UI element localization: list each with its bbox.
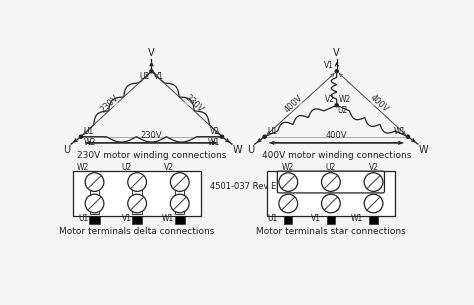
Text: W1: W1 — [162, 214, 174, 223]
Text: U: U — [63, 145, 70, 155]
Text: V2: V2 — [325, 95, 335, 104]
Text: 400V: 400V — [326, 131, 347, 140]
Circle shape — [279, 173, 298, 191]
Bar — [369, 216, 378, 224]
Circle shape — [170, 194, 189, 213]
Bar — [284, 216, 292, 224]
Text: 230V: 230V — [183, 93, 205, 115]
Bar — [90, 174, 99, 214]
Text: Motor terminals star connections: Motor terminals star connections — [256, 227, 406, 236]
Text: V: V — [333, 48, 340, 58]
Text: V1: V1 — [122, 214, 132, 223]
Circle shape — [85, 173, 104, 191]
Text: U2: U2 — [139, 72, 149, 81]
Bar — [73, 171, 201, 216]
Text: W2: W2 — [83, 138, 96, 147]
Text: 4501-037 Rev E: 4501-037 Rev E — [210, 182, 276, 191]
Text: W1: W1 — [351, 214, 364, 223]
Text: W: W — [419, 145, 428, 155]
Text: U1: U1 — [83, 127, 93, 136]
Circle shape — [321, 173, 340, 191]
Text: W2: W2 — [339, 95, 351, 104]
Circle shape — [406, 135, 410, 138]
Text: 400V: 400V — [368, 93, 390, 115]
FancyBboxPatch shape — [277, 171, 384, 193]
Text: U1: U1 — [268, 214, 278, 223]
Bar — [90, 216, 100, 224]
Circle shape — [321, 194, 340, 213]
Bar — [175, 174, 184, 214]
Text: W1: W1 — [393, 127, 406, 136]
Text: 400V: 400V — [283, 93, 305, 115]
Text: U2: U2 — [337, 106, 348, 115]
Bar — [267, 171, 395, 216]
Text: U1: U1 — [79, 214, 89, 223]
Text: 230V motor winding connections: 230V motor winding connections — [77, 151, 226, 160]
Circle shape — [263, 135, 266, 138]
Circle shape — [150, 70, 153, 73]
Text: V1: V1 — [311, 214, 321, 223]
Text: U: U — [247, 145, 254, 155]
Circle shape — [80, 135, 82, 138]
Text: U2: U2 — [121, 163, 132, 172]
Text: Motor terminals delta connections: Motor terminals delta connections — [59, 227, 215, 236]
Circle shape — [128, 173, 146, 191]
Text: V: V — [148, 48, 155, 58]
Bar — [132, 174, 142, 214]
Text: U1: U1 — [267, 127, 277, 136]
Bar — [132, 216, 142, 224]
Text: V1: V1 — [154, 72, 164, 81]
Text: V2: V2 — [368, 163, 379, 172]
Text: V2: V2 — [164, 163, 174, 172]
Circle shape — [279, 194, 298, 213]
Circle shape — [220, 135, 224, 138]
Text: W2: W2 — [77, 163, 89, 172]
Circle shape — [364, 173, 383, 191]
Text: W: W — [233, 145, 242, 155]
Circle shape — [335, 104, 338, 107]
Circle shape — [85, 194, 104, 213]
Text: U2: U2 — [326, 163, 336, 172]
Text: 230V: 230V — [98, 93, 120, 115]
Text: W2: W2 — [282, 163, 294, 172]
Circle shape — [364, 194, 383, 213]
Text: V2: V2 — [210, 127, 219, 136]
Text: W1: W1 — [208, 138, 219, 147]
Circle shape — [335, 70, 338, 73]
Bar — [327, 216, 335, 224]
Circle shape — [170, 173, 189, 191]
Text: 230V: 230V — [141, 131, 162, 140]
Circle shape — [128, 194, 146, 213]
Text: 400V motor winding connections: 400V motor winding connections — [262, 151, 411, 160]
Text: V1: V1 — [324, 61, 334, 70]
Bar — [174, 216, 185, 224]
